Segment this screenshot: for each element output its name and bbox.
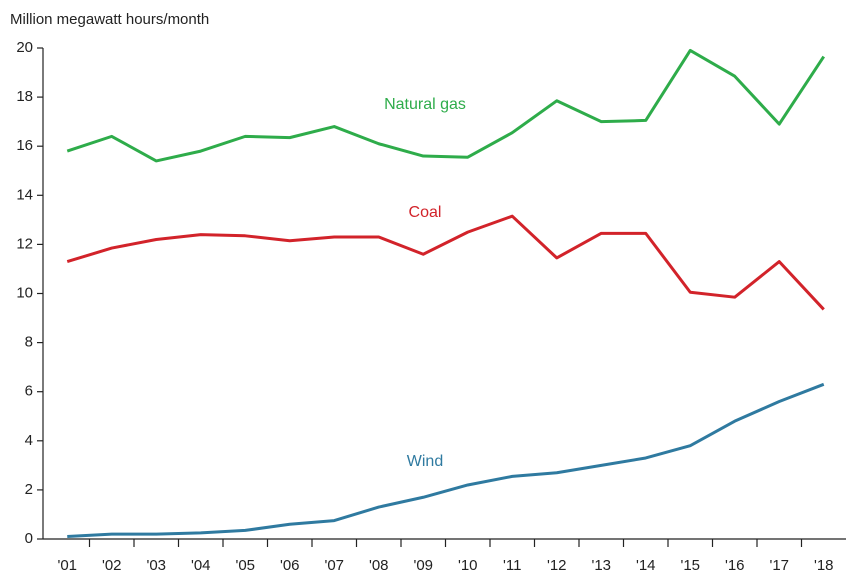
x-tick-label: '12 [547, 557, 567, 574]
y-tick-label: 4 [25, 432, 33, 449]
x-tick-label: '09 [413, 557, 433, 574]
y-tick-label: 2 [25, 481, 33, 498]
x-tick-label: '13 [591, 557, 611, 574]
x-tick-label: '11 [503, 557, 521, 574]
x-tick-label: '15 [680, 557, 700, 574]
y-tick-label: 8 [25, 334, 33, 351]
y-tick-label: 12 [16, 235, 33, 252]
x-tick-label: '08 [369, 557, 389, 574]
y-tick-label: 16 [16, 137, 33, 154]
x-tick-label: '03 [146, 557, 166, 574]
x-tick-label: '17 [769, 557, 789, 574]
line [66, 48, 826, 163]
x-tick-label: '07 [324, 557, 344, 574]
x-tick-label: '14 [636, 557, 656, 574]
x-tick-label: '04 [191, 557, 211, 574]
x-tick-label: '16 [725, 557, 745, 574]
y-tick-label: 10 [16, 284, 33, 301]
y-tick-label: 14 [16, 186, 33, 203]
x-tick-label: '02 [102, 557, 122, 574]
line [66, 214, 825, 311]
series-label: Natural gas [384, 96, 466, 113]
y-axis-label: Million megawatt hours/month [10, 11, 209, 28]
x-tick-label: '05 [235, 557, 255, 574]
x-tick-label: '06 [280, 557, 300, 574]
y-tick-label: 20 [16, 39, 33, 56]
y-tick-label: 0 [25, 530, 33, 547]
x-tick-label: '01 [57, 557, 77, 574]
x-tick-label: '10 [458, 557, 478, 574]
series-label: Coal [409, 204, 442, 221]
x-tick-label: '18 [814, 557, 834, 574]
y-tick-label: 6 [25, 383, 33, 400]
line [67, 382, 825, 539]
y-tick-label: 18 [16, 88, 33, 105]
series-label: Wind [407, 453, 443, 470]
